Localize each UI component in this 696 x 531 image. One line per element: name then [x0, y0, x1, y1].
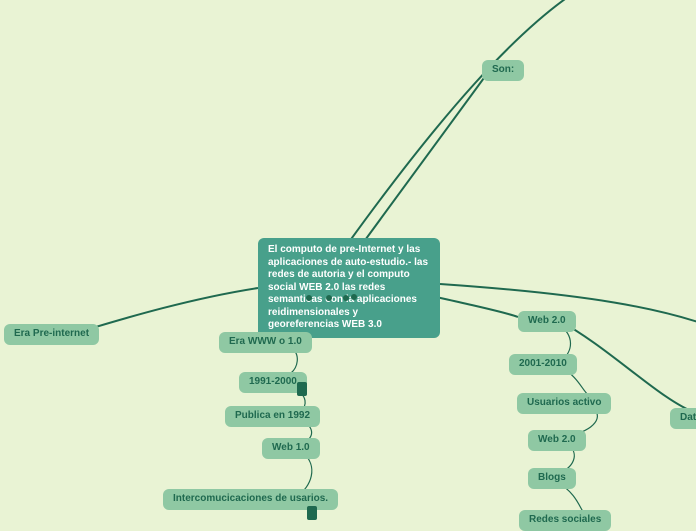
marker-box	[307, 506, 317, 520]
root-node[interactable]: El computo de pre-Internet y las aplicac…	[258, 238, 440, 338]
node-web20b[interactable]: Web 2.0	[528, 430, 586, 451]
edge	[349, 0, 595, 242]
node-son[interactable]: Son:	[482, 60, 524, 81]
node-usuarios[interactable]: Usuarios activo	[517, 393, 611, 414]
node-y2001[interactable]: 2001-2010	[509, 354, 577, 375]
marker-dot	[306, 295, 312, 301]
marker-dot	[326, 295, 332, 301]
node-web20a[interactable]: Web 2.0	[518, 311, 576, 332]
marker-dot	[343, 295, 349, 301]
node-pre[interactable]: Era Pre-internet	[4, 324, 99, 345]
node-pub1992[interactable]: Publica en 1992	[225, 406, 320, 427]
node-redes[interactable]: Redes sociales	[519, 510, 611, 531]
edge	[82, 288, 258, 331]
marker-dot	[351, 294, 357, 300]
edge	[349, 67, 492, 262]
node-web10[interactable]: Web 1.0	[262, 438, 320, 459]
marker-box	[297, 382, 307, 396]
node-www[interactable]: Era WWW o 1.0	[219, 332, 312, 353]
node-blogs[interactable]: Blogs	[528, 468, 576, 489]
node-dataw[interactable]: Data w	[670, 408, 696, 429]
